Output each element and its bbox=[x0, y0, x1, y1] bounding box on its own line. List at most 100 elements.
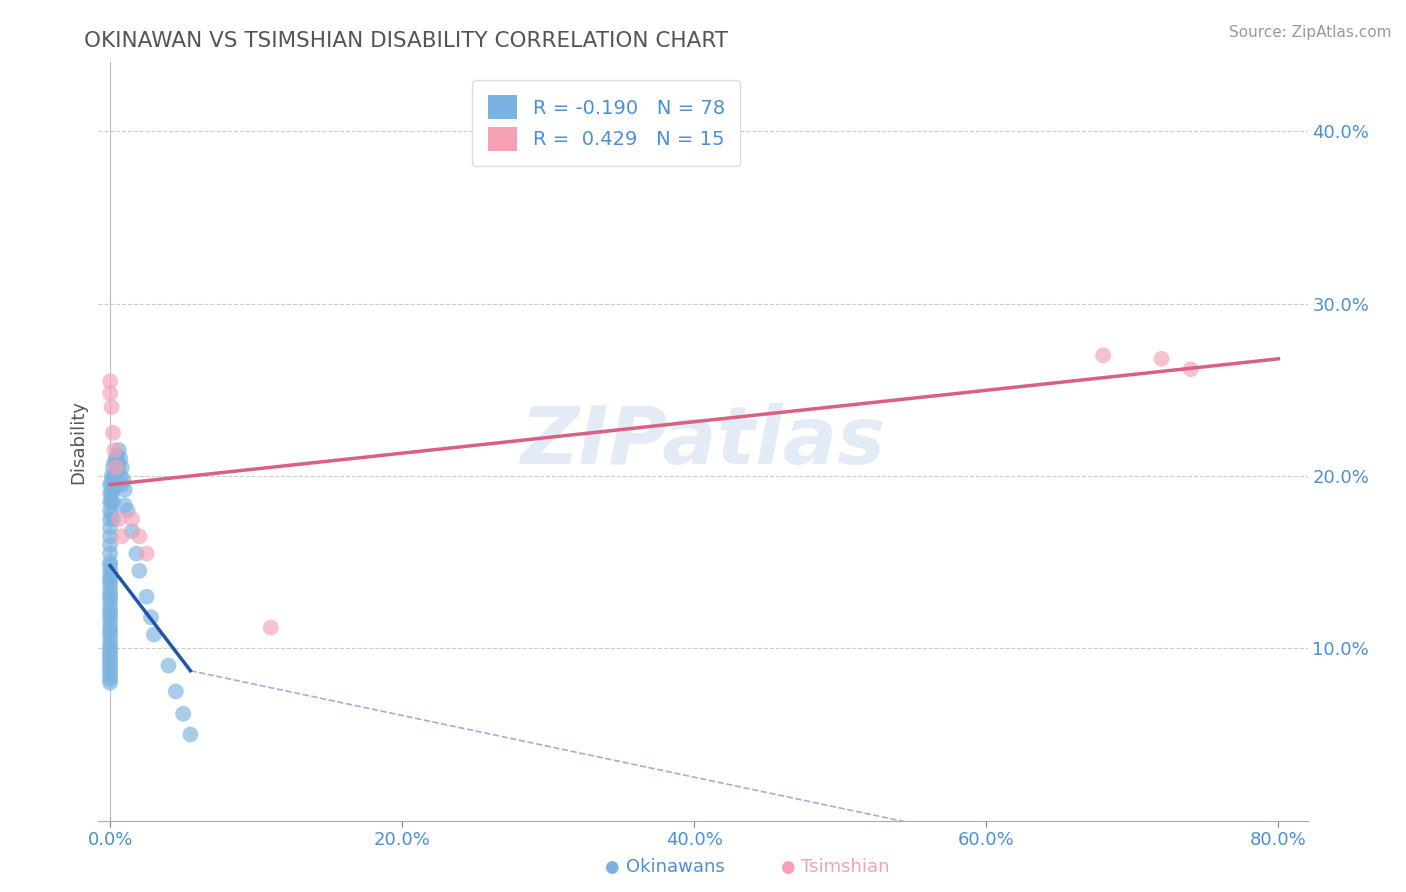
Point bbox=[104, 460, 127, 475]
Point bbox=[98, 575, 121, 590]
Point bbox=[157, 658, 180, 673]
Point bbox=[98, 607, 121, 621]
Point bbox=[110, 451, 132, 466]
Point bbox=[98, 593, 121, 607]
Point bbox=[110, 469, 132, 483]
Point bbox=[98, 658, 121, 673]
Point bbox=[98, 512, 121, 526]
Point bbox=[103, 443, 125, 458]
Point bbox=[139, 610, 162, 624]
Point bbox=[114, 483, 136, 497]
Point bbox=[107, 460, 129, 475]
Point bbox=[1180, 362, 1202, 376]
Point bbox=[108, 443, 131, 458]
Point bbox=[98, 564, 121, 578]
Point bbox=[125, 547, 148, 561]
Point bbox=[98, 590, 121, 604]
Point bbox=[101, 425, 124, 440]
Point bbox=[103, 481, 125, 495]
Point bbox=[98, 662, 121, 676]
Point bbox=[98, 558, 121, 573]
Point bbox=[1092, 348, 1115, 362]
Legend: R = -0.190   N = 78, R =  0.429   N = 15: R = -0.190 N = 78, R = 0.429 N = 15 bbox=[472, 79, 740, 166]
Point bbox=[100, 400, 122, 414]
Point bbox=[128, 529, 150, 543]
Point bbox=[100, 507, 122, 521]
Point bbox=[98, 655, 121, 669]
Point bbox=[98, 603, 121, 617]
Text: ZIPatlas: ZIPatlas bbox=[520, 402, 886, 481]
Point bbox=[104, 451, 127, 466]
Point bbox=[98, 503, 121, 517]
Point bbox=[98, 386, 121, 401]
Point bbox=[98, 638, 121, 652]
Point bbox=[98, 573, 121, 587]
Point bbox=[103, 455, 125, 469]
Point bbox=[260, 621, 283, 635]
Point bbox=[98, 675, 121, 690]
Point bbox=[104, 466, 127, 480]
Point bbox=[98, 495, 121, 509]
Point bbox=[100, 495, 122, 509]
Point bbox=[100, 486, 122, 500]
Y-axis label: Disability: Disability bbox=[69, 400, 87, 483]
Point bbox=[104, 477, 127, 491]
Point bbox=[98, 621, 121, 635]
Point bbox=[98, 651, 121, 665]
Point bbox=[108, 512, 131, 526]
Point bbox=[142, 627, 165, 641]
Point bbox=[100, 469, 122, 483]
Point bbox=[121, 524, 143, 538]
Point bbox=[100, 477, 122, 491]
Point bbox=[98, 665, 121, 680]
Point bbox=[121, 512, 143, 526]
Point bbox=[135, 547, 157, 561]
Point bbox=[98, 669, 121, 683]
Point bbox=[101, 473, 124, 487]
Point bbox=[98, 615, 121, 630]
Point bbox=[111, 460, 134, 475]
Point bbox=[98, 599, 121, 613]
Text: Okinawans: Okinawans bbox=[626, 858, 724, 876]
Point bbox=[98, 645, 121, 659]
Point bbox=[107, 448, 129, 462]
Text: ●: ● bbox=[780, 858, 794, 876]
Point bbox=[98, 624, 121, 639]
Text: OKINAWAN VS TSIMSHIAN DISABILITY CORRELATION CHART: OKINAWAN VS TSIMSHIAN DISABILITY CORRELA… bbox=[84, 31, 728, 51]
Point bbox=[135, 590, 157, 604]
Point bbox=[98, 538, 121, 552]
Point bbox=[1150, 351, 1173, 366]
Point bbox=[108, 457, 131, 471]
Point bbox=[98, 555, 121, 569]
Point bbox=[98, 477, 121, 491]
Point bbox=[101, 495, 124, 509]
Point bbox=[179, 727, 201, 741]
Point bbox=[98, 632, 121, 647]
Point bbox=[101, 512, 124, 526]
Point bbox=[103, 469, 125, 483]
Point bbox=[172, 706, 194, 721]
Point bbox=[114, 498, 136, 512]
Text: ●: ● bbox=[605, 858, 619, 876]
Point bbox=[111, 529, 134, 543]
Point bbox=[98, 547, 121, 561]
Point bbox=[98, 586, 121, 600]
Point bbox=[98, 641, 121, 656]
Text: Tsimshian: Tsimshian bbox=[801, 858, 890, 876]
Text: Source: ZipAtlas.com: Source: ZipAtlas.com bbox=[1229, 25, 1392, 40]
Point bbox=[98, 486, 121, 500]
Point bbox=[98, 581, 121, 595]
Point bbox=[101, 483, 124, 497]
Point bbox=[98, 648, 121, 663]
Point bbox=[98, 627, 121, 641]
Point bbox=[101, 460, 124, 475]
Point bbox=[112, 473, 135, 487]
Point bbox=[98, 610, 121, 624]
Point bbox=[98, 521, 121, 535]
Point bbox=[117, 503, 139, 517]
Point bbox=[111, 477, 134, 491]
Point bbox=[98, 529, 121, 543]
Point bbox=[98, 569, 121, 583]
Point bbox=[98, 374, 121, 388]
Point bbox=[165, 684, 187, 698]
